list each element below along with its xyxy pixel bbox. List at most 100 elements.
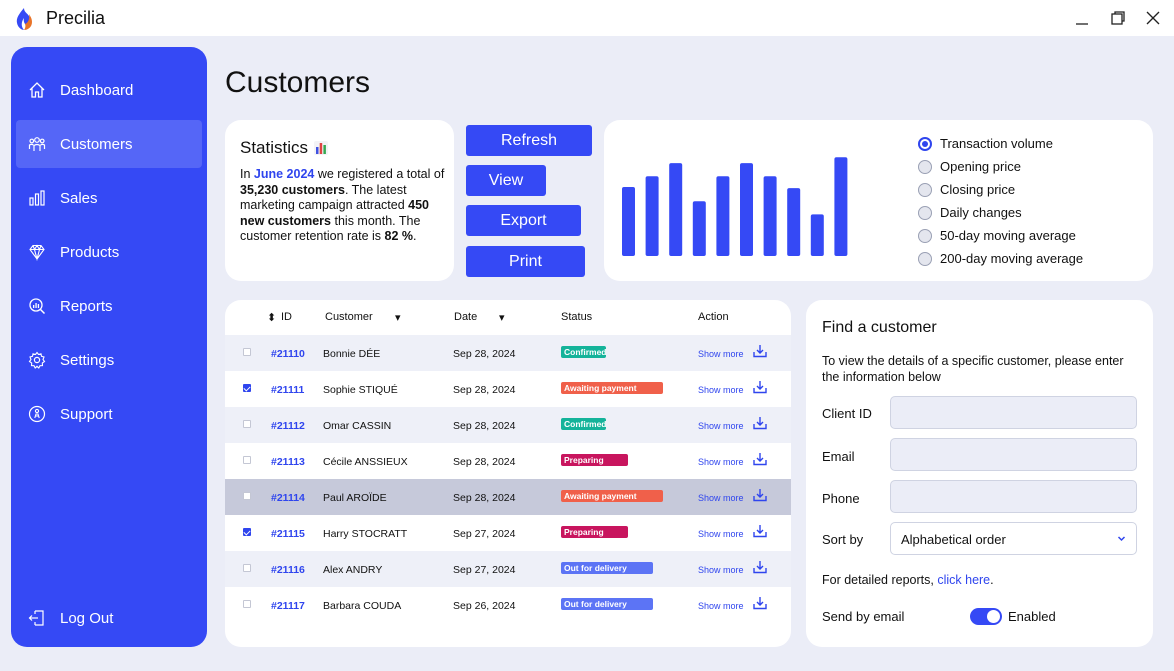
show-more-link[interactable]: Show more [698,457,744,467]
chart-option[interactable]: Transaction volume [918,132,1083,155]
radio-button[interactable] [918,205,932,220]
cell-id[interactable]: #21115 [271,528,305,540]
download-icon[interactable] [752,344,768,358]
client-id-label: Client ID [822,406,872,421]
table-row[interactable]: #21113 Cécile ANSSIEUX Sep 28, 2024 Prepari… [225,443,791,479]
bar-chart-emoji-icon [314,141,329,155]
radio-button[interactable] [918,159,932,174]
sidebar-item-customers[interactable]: Customers [16,120,202,168]
cell-id[interactable]: #21110 [271,348,305,360]
cell-id[interactable]: #21111 [271,384,305,396]
cell-date: Sep 28, 2024 [453,348,516,360]
cell-date: Sep 28, 2024 [453,492,516,504]
chart-bar [622,186,635,256]
chart-bar [810,214,824,256]
table-row[interactable]: #21111 Sophie STIQUÉ Sep 28, 2024 Awaiting … [225,371,791,407]
row-checkbox[interactable] [243,420,251,428]
id-sort-icon[interactable]: ⬍ [267,312,277,324]
flame-logo-icon [16,8,32,30]
cell-customer: Paul AROÏDE [323,492,387,504]
download-icon[interactable] [752,380,768,394]
sidebar-item-sales[interactable]: Sales [16,174,202,222]
row-checkbox[interactable] [243,528,251,536]
sidebar-item-dashboard[interactable]: Dashboard [16,66,202,114]
cell-date: Sep 28, 2024 [453,384,516,396]
phone-field[interactable] [890,480,1137,513]
cell-customer: Harry STOCRATT [323,528,408,540]
download-icon[interactable] [752,524,768,538]
cell-id[interactable]: #21117 [271,600,305,612]
status-badge: Out for delivery [561,562,653,574]
client-id-field[interactable] [890,396,1137,429]
show-more-link[interactable]: Show more [698,349,744,359]
cell-customer: Bonnie DÉE [323,348,381,360]
view-button[interactable]: View [466,165,546,196]
table-row[interactable]: #21117 Barbara COUDA Sep 26, 2024 Out for d… [225,587,791,623]
download-icon[interactable] [752,452,768,466]
sidebar-item-settings[interactable]: Settings [16,336,202,384]
cell-id[interactable]: #21113 [271,456,305,468]
detailed-reports-link[interactable]: click here [937,573,991,587]
column-header-customer[interactable]: Customer [325,311,373,323]
customer-sort-icon[interactable]: ▾ [395,312,401,324]
column-header-id[interactable]: ID [281,311,292,323]
row-checkbox[interactable] [243,492,251,500]
chart-option[interactable]: Opening price [918,155,1083,178]
table-row[interactable]: #21110 Bonnie DÉE Sep 28, 2024 Confirmed Sho… [225,335,791,371]
row-checkbox[interactable] [243,348,251,356]
radio-button[interactable] [918,251,932,266]
cell-id[interactable]: #21114 [271,492,305,504]
show-more-link[interactable]: Show more [698,385,744,395]
cell-date: Sep 28, 2024 [453,420,516,432]
restore-button[interactable] [1106,6,1130,30]
table-row[interactable]: #21114 Paul AROÏDE Sep 28, 2024 Awaiting pa… [225,479,791,515]
close-button[interactable] [1141,6,1165,30]
download-icon[interactable] [752,596,768,610]
cell-id[interactable]: #21112 [271,420,305,432]
sidebar-item-label: Sales [60,189,98,207]
export-button[interactable]: Export [466,205,581,236]
chart-option[interactable]: 50-day moving average [918,224,1083,247]
refresh-button[interactable]: Refresh [466,125,592,156]
statistics-text: In June 2024 we registered a total of 35… [240,167,445,245]
chart-option-label: Transaction volume [940,136,1053,151]
row-checkbox[interactable] [243,600,251,608]
radio-button[interactable] [918,228,932,243]
cell-customer: Cécile ANSSIEUX [323,456,408,468]
status-badge: Out for delivery [561,598,653,610]
send-by-email-toggle[interactable] [970,608,1002,625]
date-sort-icon[interactable]: ▾ [499,312,505,324]
show-more-link[interactable]: Show more [698,529,744,539]
sort-by-select[interactable]: Alphabetical order [890,522,1137,555]
download-icon[interactable] [752,560,768,574]
print-button[interactable]: Print [466,246,585,277]
table-row[interactable]: #21116 Alex ANDRY Sep 27, 2024 Out for deli… [225,551,791,587]
email-field[interactable] [890,438,1137,471]
download-icon[interactable] [752,488,768,502]
download-icon[interactable] [752,416,768,430]
radio-button[interactable] [918,136,932,151]
minimize-button[interactable] [1070,6,1094,30]
stats-text-part: . The latest marketing campaign attracte… [240,182,409,213]
logout-button[interactable]: Log Out [16,594,202,642]
sidebar-item-support[interactable]: Support [16,390,202,438]
show-more-link[interactable]: Show more [698,601,744,611]
row-checkbox[interactable] [243,384,251,392]
cell-customer: Omar CASSIN [323,420,392,432]
column-header-date[interactable]: Date [454,311,478,323]
row-checkbox[interactable] [243,456,251,464]
chart-option[interactable]: 200-day moving average [918,247,1083,270]
show-more-link[interactable]: Show more [698,421,744,431]
table-row[interactable]: #21115 Harry STOCRATT Sep 27, 2024 Preparin… [225,515,791,551]
chart-option[interactable]: Closing price [918,178,1083,201]
table-row[interactable]: #21112 Omar CASSIN Sep 28, 2024 Confirmed Sh… [225,407,791,443]
sidebar-item-reports[interactable]: Reports [16,282,202,330]
chart-option[interactable]: Daily changes [918,201,1083,224]
show-more-link[interactable]: Show more [698,565,744,575]
radio-button[interactable] [918,182,932,197]
cell-id[interactable]: #21116 [271,564,305,576]
row-checkbox[interactable] [243,564,251,572]
cell-customer: Barbara COUDA [323,600,402,612]
sidebar-item-products[interactable]: Products [16,228,202,276]
show-more-link[interactable]: Show more [698,493,744,503]
